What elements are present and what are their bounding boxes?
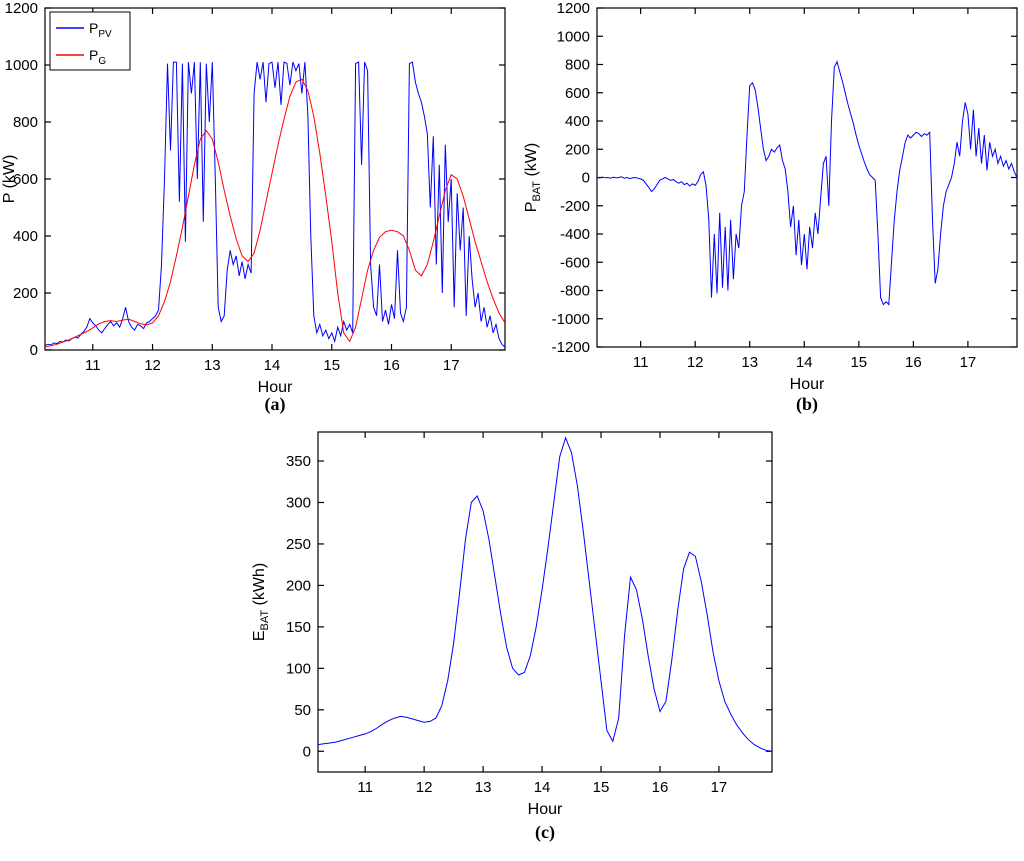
chart-a-plot: 11 12 13 14 15 16 17 0 200 400 600 800 1000 1200 Hour P… [1,0,506,396]
svg-text:150: 150 [286,619,311,636]
tick-labels: 11 12 13 14 15 16 17 0 50 100 150 200 250 300 350 [286,453,727,796]
axes [44,7,506,351]
svg-text:16: 16 [383,357,400,374]
svg-text:-1000: -1000 [552,311,590,328]
svg-text:15: 15 [323,357,340,374]
svg-text:600: 600 [13,171,38,188]
chart-b-plot: 11 12 13 14 15 16 17 -1200 -1000 -800 -600 -400 -200… [523,0,1018,393]
svg-text:100: 100 [286,660,311,677]
series-E_BAT [318,436,772,752]
svg-text:50: 50 [294,702,311,719]
svg-text:11: 11 [85,357,101,374]
svg-text:11: 11 [357,779,373,796]
series-P_PV [45,61,505,348]
svg-text:1200: 1200 [5,0,38,17]
svg-text:800: 800 [13,114,38,131]
axes [596,7,1018,348]
svg-text:12: 12 [687,354,704,371]
svg-text:15: 15 [593,779,610,796]
svg-text:12: 12 [144,357,161,374]
svg-text:400: 400 [565,113,590,130]
legend: PPV PG [49,11,131,71]
svg-text:14: 14 [796,354,813,371]
svg-text:-1200: -1200 [552,339,590,356]
svg-text:0: 0 [582,170,590,187]
x-axis-label: Hour [258,379,293,396]
chart-c-plot: 11 12 13 14 15 16 17 0 50 100 150 200 250 300 350 Hour E… [251,431,773,818]
panel-label-a: (a) [264,394,286,414]
x-axis-label: Hour [528,801,563,818]
series-P_G [45,78,505,348]
y-axis-label: PBAT (kW) [523,143,543,212]
y-axis-label: P (kW) [1,155,18,204]
svg-text:PG: PG [89,47,106,67]
tick-labels: 11 12 13 14 15 16 17 -1200 -1000 -800 -600 -400 -200… [552,0,977,371]
svg-text:-400: -400 [560,226,590,243]
series-P_BAT [597,60,1017,306]
svg-text:11: 11 [633,354,649,371]
svg-text:-600: -600 [560,254,590,271]
svg-text:-800: -800 [560,283,590,300]
chart-a-container: 11 12 13 14 15 16 17 0 200 400 600 800 1000 1200 Hour P… [0,0,515,420]
svg-text:200: 200 [13,285,38,302]
svg-text:0: 0 [30,342,38,359]
x-axis-label: Hour [790,376,825,393]
svg-text:800: 800 [565,57,590,74]
svg-text:13: 13 [204,357,221,374]
tick-labels: 11 12 13 14 15 16 17 0 200 400 600 800 1000 1200 [5,0,460,374]
y-axis-label: EBAT (kWh) [251,563,271,641]
svg-text:-200: -200 [560,198,590,215]
svg-text:1000: 1000 [557,28,590,45]
svg-text:13: 13 [741,354,758,371]
svg-text:0: 0 [303,743,311,760]
panel-label-b: (b) [796,394,818,414]
svg-text:13: 13 [475,779,492,796]
svg-text:PPV: PPV [89,20,112,40]
svg-text:350: 350 [286,453,311,470]
svg-text:16: 16 [652,779,669,796]
chart-c-container: 11 12 13 14 15 16 17 0 50 100 150 200 250 300 350 Hour E… [250,422,780,858]
svg-text:600: 600 [565,85,590,102]
svg-text:14: 14 [534,779,551,796]
svg-text:12: 12 [416,779,433,796]
svg-text:200: 200 [565,141,590,158]
axes [317,431,773,773]
svg-text:1200: 1200 [557,0,590,17]
svg-text:15: 15 [850,354,867,371]
svg-text:17: 17 [711,779,728,796]
svg-text:14: 14 [264,357,281,374]
svg-text:16: 16 [905,354,922,371]
svg-text:250: 250 [286,536,311,553]
svg-text:17: 17 [960,354,977,371]
svg-text:17: 17 [443,357,460,374]
chart-b-container: 11 12 13 14 15 16 17 -1200 -1000 -800 -600 -400 -200… [520,0,1024,420]
svg-text:200: 200 [286,577,311,594]
svg-text:1000: 1000 [5,57,38,74]
svg-text:300: 300 [286,494,311,511]
svg-text:400: 400 [13,228,38,245]
panel-label-c: (c) [535,822,555,842]
